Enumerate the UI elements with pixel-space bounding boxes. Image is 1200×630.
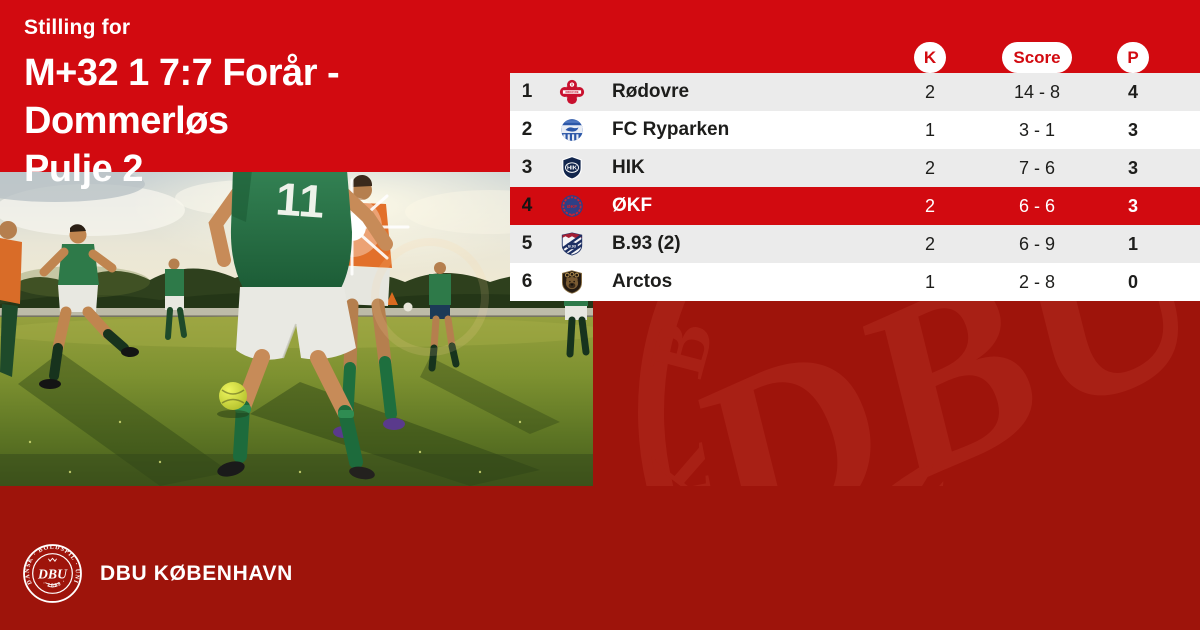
rank-label: 2	[521, 119, 533, 140]
table-row: 6 Arctos 1 2 - 8 0	[510, 263, 1200, 301]
title-line-2: Pulje 2	[24, 148, 144, 190]
rank-label: 6	[521, 271, 533, 292]
points-value: 0	[1127, 271, 1138, 292]
page-title: M+32 1 7:7 Forår - Dommerløs Pulje 2	[24, 49, 544, 193]
dbu-logo-icon: DANSK · BOLDSPIL · UNION · 1889 · DBU	[22, 543, 82, 603]
column-header-p: P	[1117, 42, 1149, 73]
standings-table: K Score P 1 Rødovre 2 14 - 8 4 2 FC Rypa…	[510, 42, 1200, 301]
football	[217, 382, 249, 418]
team-crest-icon	[559, 193, 585, 219]
seal-year-text: · 1889 ·	[41, 578, 66, 589]
table-row: 1 Rødovre 2 14 - 8 4	[510, 73, 1200, 111]
matches-value: 1	[924, 119, 935, 140]
team-name: Arctos	[612, 271, 673, 292]
team-crest-icon	[559, 117, 585, 143]
matches-value: 1	[924, 271, 935, 292]
grass	[0, 317, 593, 486]
matches-value: 2	[924, 157, 935, 178]
score-value: 2 - 8	[1018, 271, 1056, 292]
player-left	[39, 224, 139, 389]
title-line-1: M+32 1 7:7 Forår - Dommerløs	[24, 52, 340, 142]
standings-rows: 1 Rødovre 2 14 - 8 4 2 FC Ryparken 1 3 -…	[510, 73, 1200, 301]
kicker-text: Stilling for	[24, 16, 131, 39]
table-row: 3 HIK 2 7 - 6 3	[510, 149, 1200, 187]
rank-label: 3	[521, 157, 533, 178]
rank-label: 4	[521, 195, 533, 216]
score-value: 14 - 8	[1013, 81, 1061, 102]
seal-monogram: DBU	[37, 567, 68, 582]
matches-value: 2	[924, 195, 935, 216]
player-right	[428, 262, 460, 372]
score-value: 6 - 6	[1018, 195, 1056, 216]
org-name: DBU KØBENHAVN	[100, 561, 293, 585]
column-header-score: Score	[1002, 42, 1072, 73]
team-name: FC Ryparken	[612, 119, 730, 140]
score-value: 7 - 6	[1018, 157, 1056, 178]
team-crest-icon	[559, 155, 585, 181]
player-main: 11	[208, 172, 393, 480]
team-name: Rødovre	[612, 81, 690, 102]
points-value: 3	[1127, 195, 1138, 216]
column-header-k: K	[914, 42, 946, 73]
team-crest-icon	[559, 79, 585, 105]
score-value: 6 - 9	[1018, 233, 1056, 254]
player-far-left	[0, 221, 22, 377]
team-crest-icon	[559, 231, 585, 257]
team-crest-icon	[559, 269, 585, 295]
matches-value: 2	[924, 233, 935, 254]
table-row: 4 ØKF 2 6 - 6 3	[510, 187, 1200, 225]
match-photo: 11	[0, 172, 593, 486]
table-row: 2 FC Ryparken 1 3 - 1 3	[510, 111, 1200, 149]
player-mid	[165, 258, 187, 340]
table-header: K Score P	[510, 42, 1200, 73]
team-name: B.93 (2)	[612, 233, 681, 254]
svg-text:· 1889 ·: · 1889 ·	[41, 578, 67, 589]
team-name: HIK	[612, 157, 645, 178]
matches-value: 2	[924, 81, 935, 102]
rank-label: 1	[521, 81, 533, 102]
svg-text:11: 11	[274, 172, 326, 227]
points-value: 1	[1127, 233, 1138, 254]
headline-block: Stilling for M+32 1 7:7 Forår - Dommerlø…	[24, 16, 544, 193]
points-value: 3	[1127, 119, 1138, 140]
footer: DANSK · BOLDSPIL · UNION · 1889 · DBU DB…	[22, 543, 293, 604]
score-value: 3 - 1	[1018, 119, 1056, 140]
team-name: ØKF	[612, 195, 653, 216]
points-value: 3	[1127, 157, 1138, 178]
rank-label: 5	[521, 233, 533, 254]
points-value: 4	[1127, 81, 1138, 102]
table-row: 5 B.93 (2) 2 6 - 9 1	[510, 225, 1200, 263]
